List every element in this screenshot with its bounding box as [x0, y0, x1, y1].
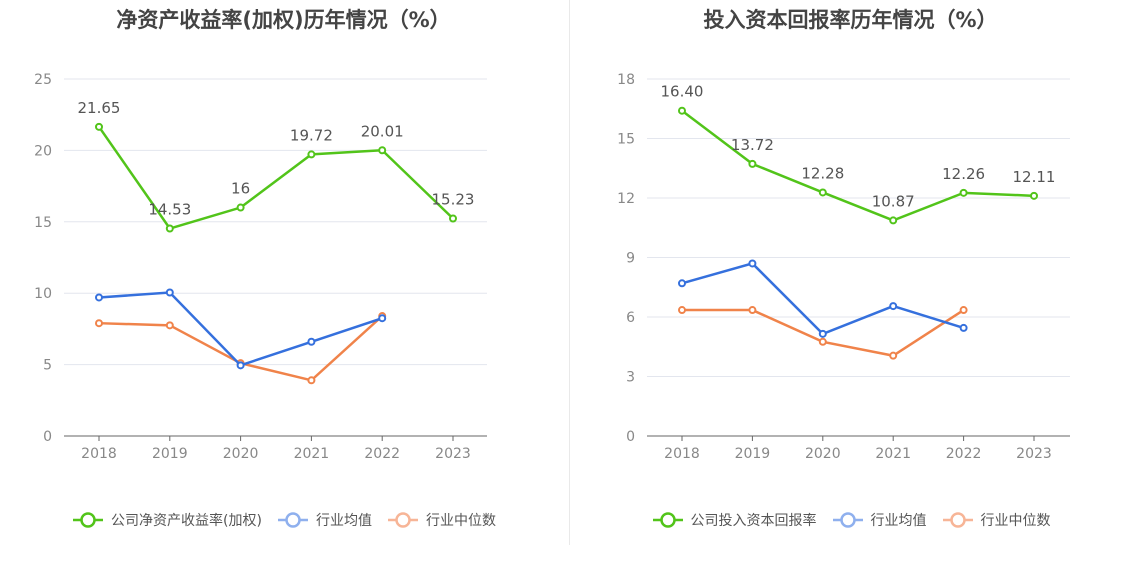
chart-legend: 公司投入资本回报率 行业均值 行业中位数 [567, 510, 1134, 530]
legend-item[interactable]: 行业均值 [276, 510, 372, 530]
data-point[interactable] [748, 306, 757, 315]
legend-swatch-icon [73, 512, 104, 528]
data-point[interactable] [748, 159, 757, 168]
data-label: 21.65 [78, 99, 121, 117]
legend-label: 行业均值 [315, 513, 372, 529]
data-label: 12.11 [1013, 168, 1056, 186]
x-tick-label: 2020 [805, 446, 841, 462]
data-point[interactable] [95, 122, 103, 131]
data-label: 10.87 [872, 192, 915, 210]
data-label: 12.28 [801, 164, 844, 182]
legend-swatch-icon [832, 512, 863, 528]
y-tick-label: 9 [626, 251, 635, 267]
y-tick-label: 12 [617, 191, 635, 207]
roe-chart-panel: 净资产收益率(加权)历年情况（%） 0 5 10 15 20 25 2018 2019 2020… [0, 8, 567, 530]
legend-label: 公司投入资本回报率 [690, 513, 817, 529]
series-line [97, 126, 454, 230]
data-label: 19.72 [290, 126, 333, 144]
x-tick-label: 2021 [875, 446, 911, 462]
legend-label: 行业中位数 [980, 513, 1051, 529]
legend-swatch-icon [652, 512, 683, 528]
data-point[interactable] [165, 321, 174, 330]
legend-item[interactable]: 公司投入资本回报率 [651, 510, 817, 530]
data-label: 13.72 [731, 136, 774, 154]
y-tick-label: 25 [34, 72, 52, 88]
y-tick-label: 10 [34, 286, 52, 302]
legend-label: 行业均值 [870, 513, 927, 529]
data-point[interactable] [818, 329, 827, 338]
x-tick-label: 2023 [1016, 446, 1052, 462]
x-tick-label: 2023 [435, 446, 471, 462]
data-point[interactable] [95, 293, 103, 302]
chart-legend: 公司净资产收益率(加权) 行业均值 行业中位数 [0, 510, 567, 530]
data-label: 14.53 [148, 201, 191, 219]
data-label: 12.26 [942, 165, 985, 183]
x-tick-label: 2020 [223, 446, 259, 462]
roic-line-chart: 0 3 6 9 12 15 18 2018 2019 2020 2021 2022 2023 16.40 1… [617, 72, 1070, 462]
data-point[interactable] [307, 150, 316, 159]
data-label: 16 [231, 180, 250, 198]
data-label: 20.01 [361, 122, 404, 140]
data-point[interactable] [307, 337, 316, 346]
data-point[interactable] [889, 302, 898, 311]
roe-line-chart: 0 5 10 15 20 25 2018 2019 2020 2021 2022 2023 21.65 1… [34, 72, 487, 462]
data-point[interactable] [307, 376, 316, 385]
y-tick-label: 5 [43, 358, 52, 374]
x-tick-label: 2022 [946, 446, 982, 462]
data-point[interactable] [95, 319, 103, 328]
data-point[interactable] [818, 337, 827, 346]
data-point[interactable] [236, 203, 245, 212]
data-point[interactable] [165, 288, 174, 297]
data-point[interactable] [165, 224, 174, 233]
y-tick-label: 6 [626, 310, 635, 326]
y-tick-label: 15 [34, 215, 52, 231]
x-tick-label: 2019 [735, 446, 771, 462]
y-tick-label: 0 [43, 429, 52, 445]
y-tick-label: 15 [617, 132, 635, 148]
roic-chart-panel: 投入资本回报率历年情况（%） 0 3 6 9 12 15 18 2018 2019 2020 202… [567, 0, 1134, 582]
y-tick-label: 18 [617, 72, 635, 88]
data-point[interactable] [889, 216, 898, 225]
chart-title: 投入资本回报率历年情况（%） [703, 8, 998, 32]
data-point[interactable] [378, 146, 387, 155]
x-tick-label: 2021 [294, 446, 330, 462]
x-tick-label: 2022 [364, 446, 400, 462]
x-tick-label: 2019 [152, 446, 188, 462]
data-point[interactable] [236, 361, 245, 370]
data-point[interactable] [889, 351, 898, 360]
data-point[interactable] [959, 188, 968, 197]
legend-item[interactable]: 公司净资产收益率(加权) [71, 510, 262, 530]
series-line [98, 315, 384, 382]
legend-item[interactable]: 行业中位数 [941, 510, 1051, 530]
legend-label: 公司净资产收益率(加权) [111, 513, 262, 529]
legend-label: 行业中位数 [425, 513, 496, 529]
y-tick-label: 0 [626, 429, 635, 445]
legend-swatch-icon [277, 512, 308, 528]
data-point[interactable] [449, 214, 457, 223]
data-label: 15.23 [432, 191, 475, 209]
data-point[interactable] [678, 279, 686, 288]
data-point[interactable] [959, 306, 968, 315]
data-point[interactable] [678, 106, 686, 115]
series-line [681, 109, 1035, 222]
chart-title: 净资产收益率(加权)历年情况（%） [116, 8, 451, 32]
data-point[interactable] [678, 306, 686, 315]
y-tick-label: 3 [626, 370, 635, 386]
legend-item[interactable]: 行业均值 [831, 510, 927, 530]
data-label: 16.40 [661, 83, 704, 101]
x-tick-label: 2018 [664, 446, 700, 462]
data-point[interactable] [818, 188, 827, 197]
data-point[interactable] [1030, 191, 1038, 200]
panel-divider [569, 0, 570, 545]
legend-swatch-icon [942, 512, 973, 528]
x-tick-label: 2018 [81, 446, 117, 462]
data-point[interactable] [959, 323, 968, 332]
data-point[interactable] [378, 314, 387, 323]
legend-swatch-icon [387, 512, 418, 528]
data-point[interactable] [748, 259, 757, 268]
series-line [681, 262, 964, 336]
y-tick-label: 20 [34, 143, 52, 159]
legend-item[interactable]: 行业中位数 [386, 510, 496, 530]
